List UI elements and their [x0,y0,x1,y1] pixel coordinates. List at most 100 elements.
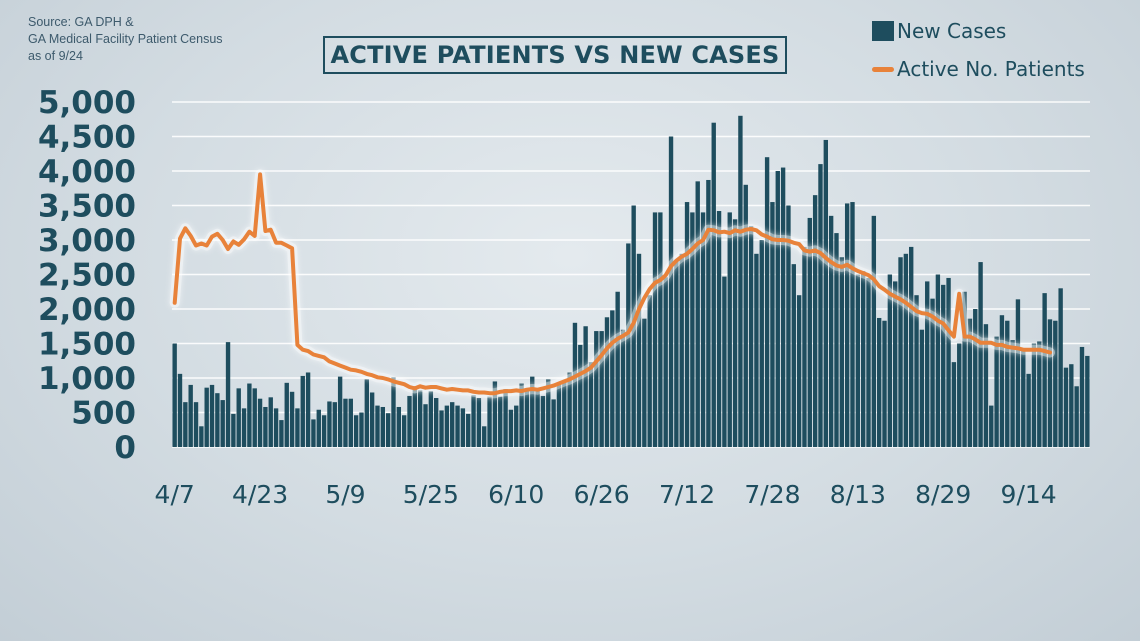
chart-title: ACTIVE PATIENTS VS NEW CASES [330,41,780,69]
bar-new-cases [231,413,236,447]
bar-new-cases [748,226,754,447]
bar-new-cases [364,379,369,447]
bar-new-cases [866,277,871,447]
x-tick-label: 6/10 [488,480,544,509]
bar-new-cases [1005,320,1010,447]
bar-new-cases [722,276,727,447]
bar-new-cases [359,412,364,447]
bar-new-cases [434,398,439,447]
bar-new-cases [957,343,962,447]
source-line: as of 9/24 [28,49,83,63]
bar-new-cases [353,415,359,447]
bar-new-cases [791,264,796,447]
chart-title-box: ACTIVE PATIENTS VS NEW CASES [323,36,787,74]
bar-new-cases [369,392,375,447]
legend-swatch-line [872,66,894,72]
bar-new-cases [1031,343,1037,447]
bar-new-cases [620,329,626,447]
bar-new-cases [188,384,193,447]
y-tick-label: 3,500 [38,189,136,225]
bar-new-cases [599,331,604,447]
bar-new-cases [562,380,567,447]
bar-new-cases [1058,288,1063,447]
bar-new-cases [1069,364,1074,447]
bar-new-cases [1063,367,1069,447]
bar-new-cases [439,410,444,447]
bar-new-cases [647,295,652,447]
x-tick-label: 5/9 [325,480,365,509]
legend-item-active-patients: Active No. Patients [872,56,1132,82]
bar-new-cases [295,408,300,447]
x-tick-label: 9/14 [1001,480,1057,509]
x-tick-label: 8/29 [915,480,971,509]
bar-new-cases [508,409,514,447]
bar-new-cases [615,291,620,447]
bar-new-cases [679,253,684,447]
bar-new-cases [946,277,951,447]
bar-new-cases [289,391,295,447]
y-tick-label: 1,500 [38,327,136,363]
y-axis: 5,0004,5004,0003,5003,0002,5002,0001,500… [38,85,136,466]
bar-new-cases [476,398,482,447]
bar-new-cases [348,398,353,447]
bar-new-cases [519,383,524,447]
bar-new-cases [572,322,578,447]
bar-new-cases [989,405,994,447]
bar-new-cases [962,291,967,447]
bar-new-cases [850,202,855,447]
bar-new-cases [273,408,279,447]
bar-new-cases [417,390,423,447]
bar-new-cases [1015,299,1021,447]
bar-new-cases [530,376,535,447]
bar-new-cases [770,202,775,447]
bar-new-cases [471,395,476,447]
bar-new-cases [583,326,588,447]
bar-new-cases [658,212,663,447]
bar-new-cases [311,419,316,447]
bar-new-cases [588,362,594,447]
bar-new-cases [1085,355,1090,447]
bar-new-cases [882,320,887,447]
bar-new-cases [994,336,999,447]
x-tick-label: 4/7 [155,480,195,509]
y-tick-label: 4,500 [38,120,136,156]
bar-new-cases [802,246,807,447]
bar-new-cases [642,318,647,447]
bar-new-cases [973,309,978,447]
bar-new-cases [594,331,599,447]
bar-new-cases [401,415,407,447]
bar-new-cases [225,342,231,447]
bar-new-cases [999,315,1005,447]
bar-new-cases [423,404,428,447]
bar-new-cases [215,393,220,447]
bar-new-cases [263,406,268,447]
bar-new-cases [743,184,748,448]
bar-new-cases [551,399,556,447]
bar-new-cases [396,406,402,447]
bar-new-cases [930,298,935,447]
bar-new-cases [903,253,909,447]
bar-new-cases [492,381,498,447]
bar-new-cases [636,253,642,447]
y-tick-label: 2,000 [38,292,136,328]
bar-new-cases [209,384,215,447]
bar-new-cases [1010,340,1015,447]
bar-new-cases [487,396,492,447]
bar-new-cases [834,233,839,447]
bars-new-cases [172,115,1090,448]
legend-label-new-cases: New Cases [897,19,1007,43]
bar-new-cases [578,344,583,447]
bar-new-cases [375,405,380,447]
bar-new-cases [983,324,989,447]
bar-new-cases [391,377,396,447]
bar-new-cases [759,240,764,447]
y-tick-label: 500 [71,396,136,432]
bar-new-cases [535,388,540,447]
bar-new-cases [919,329,925,447]
bar-new-cases [327,401,332,447]
bar-new-cases [220,400,225,447]
bar-new-cases [909,246,914,447]
bar-new-cases [893,281,898,447]
legend-item-new-cases: New Cases [872,18,1132,44]
bar-new-cases [844,203,850,447]
